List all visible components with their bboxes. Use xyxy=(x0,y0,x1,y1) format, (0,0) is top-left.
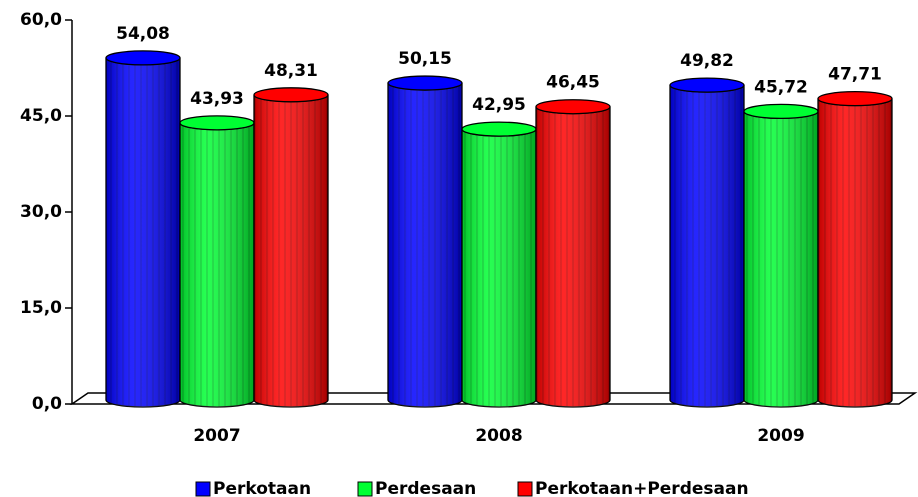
bar-shade xyxy=(670,85,744,407)
value-label: 48,31 xyxy=(264,61,318,81)
legend-label: Perdesaan xyxy=(375,479,476,497)
value-label: 42,95 xyxy=(472,95,526,115)
value-label: 50,15 xyxy=(398,49,452,69)
bar-top xyxy=(179,115,255,131)
value-label: 54,08 xyxy=(116,24,170,44)
bar-top xyxy=(253,87,329,103)
legend-swatch xyxy=(517,481,533,497)
value-label: 49,82 xyxy=(680,51,734,71)
bar-top xyxy=(387,75,463,91)
bar-top xyxy=(535,99,611,115)
legend-label: Perkotaan xyxy=(213,479,311,497)
value-label: 46,45 xyxy=(546,73,600,93)
x-tick-label: 2007 xyxy=(193,426,240,446)
bar-top xyxy=(669,77,745,93)
bar-top xyxy=(461,121,537,137)
y-tick-label: 15,0 xyxy=(20,298,62,318)
bar-shade xyxy=(106,57,180,407)
bar-shade xyxy=(536,106,610,407)
legend-label: Perkotaan+Perdesaan xyxy=(535,479,749,497)
bar-shade xyxy=(744,111,818,407)
x-tick-label: 2009 xyxy=(757,426,804,446)
legend-swatch xyxy=(357,481,373,497)
bar-top xyxy=(817,91,893,107)
y-tick-label: 0,0 xyxy=(32,394,62,414)
value-label: 45,72 xyxy=(754,77,808,97)
y-tick-label: 30,0 xyxy=(20,202,62,222)
x-tick-label: 2008 xyxy=(475,426,522,446)
y-tick-label: 45,0 xyxy=(20,106,62,126)
value-label: 47,71 xyxy=(828,65,882,85)
y-tick-label: 60,0 xyxy=(20,10,62,30)
bar-top xyxy=(105,50,181,66)
value-label: 43,93 xyxy=(190,89,244,109)
bar-top xyxy=(743,103,819,120)
bar-shade xyxy=(254,94,328,407)
bar-shade xyxy=(462,129,536,407)
bar-shade xyxy=(180,122,254,408)
bar-shade xyxy=(818,98,892,407)
legend-swatch xyxy=(195,481,211,497)
bar-shade xyxy=(388,83,462,407)
